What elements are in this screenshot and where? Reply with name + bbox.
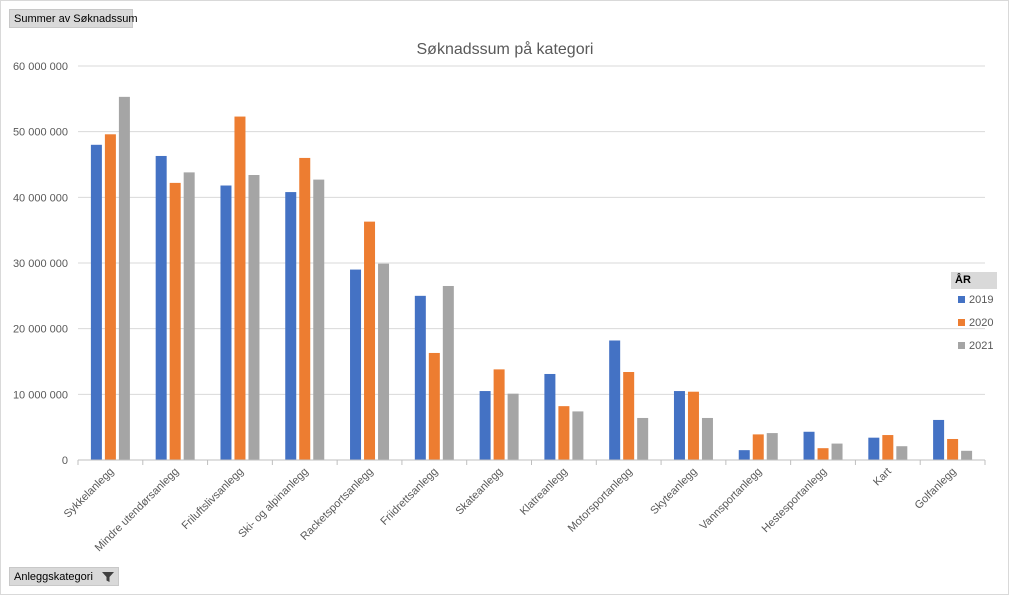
- x-tick-label: Skateanlegg: [453, 466, 505, 518]
- x-tick-label: Friidrettsanlegg: [378, 466, 440, 528]
- bar-2019[interactable]: [544, 373, 556, 460]
- gridlines: [78, 65, 985, 395]
- legend-swatch-2020: [958, 319, 965, 326]
- bar-2021[interactable]: [507, 393, 519, 460]
- y-tick-label: 50 000 000: [13, 127, 68, 139]
- axis-field-label: Anleggskategori: [14, 571, 93, 583]
- bar-2021[interactable]: [183, 172, 195, 460]
- y-tick-label: 0: [62, 455, 68, 467]
- bar-2021[interactable]: [248, 175, 260, 461]
- bar-2020[interactable]: [104, 134, 116, 460]
- bar-2020[interactable]: [234, 116, 246, 461]
- bar-2019[interactable]: [414, 295, 426, 460]
- y-tick-label: 40 000 000: [13, 192, 68, 204]
- x-tick-label: Motorsportanlegg: [566, 466, 635, 535]
- axis-field-button[interactable]: Anleggskategori: [9, 567, 119, 586]
- bar-2019[interactable]: [803, 431, 815, 460]
- x-tick-label: Sykkelanlegg: [62, 466, 117, 521]
- bar-2021[interactable]: [378, 263, 390, 460]
- bar-2021[interactable]: [572, 411, 584, 460]
- bar-2021[interactable]: [896, 446, 908, 460]
- values-field-button[interactable]: Summer av Søknadssum: [9, 9, 137, 28]
- bar-2019[interactable]: [673, 391, 685, 460]
- chart-title: Søknadssum på kategori: [417, 40, 594, 58]
- bar-2020[interactable]: [169, 182, 181, 461]
- legend-label-2020: 2020: [969, 317, 993, 329]
- x-tick-label: Skyteanlegg: [648, 466, 699, 517]
- filter-icon[interactable]: [101, 571, 115, 583]
- bar-2019[interactable]: [609, 340, 621, 460]
- legend-swatch-2021: [958, 342, 965, 349]
- bar-2021[interactable]: [118, 96, 130, 460]
- bar-2020[interactable]: [752, 434, 764, 460]
- y-tick-label: 30 000 000: [13, 258, 68, 270]
- y-axis-ticks: 0 10 000 000 20 000 000 30 000 000 40 000 00…: [13, 61, 68, 467]
- bar-2021[interactable]: [313, 179, 325, 460]
- bar-2020[interactable]: [558, 406, 570, 460]
- x-tick-label: Golfanlegg: [913, 466, 959, 512]
- legend-label-2021: 2021: [969, 340, 993, 352]
- x-tick-label: Vannsportanlegg: [698, 466, 765, 533]
- bar-2019[interactable]: [479, 391, 491, 460]
- legend-swatch-2019: [958, 296, 965, 303]
- x-axis: [77, 459, 986, 465]
- bar-2019[interactable]: [868, 437, 880, 460]
- bar-2021[interactable]: [442, 285, 454, 460]
- x-tick-label: Hestesportanlegg: [760, 466, 829, 535]
- bar-2020[interactable]: [299, 157, 311, 460]
- bar-2021[interactable]: [961, 450, 973, 460]
- values-field-label: Summer av Søknadssum: [14, 13, 138, 25]
- y-tick-label: 10 000 000: [13, 389, 68, 401]
- bar-2020[interactable]: [364, 221, 376, 460]
- bar-2021[interactable]: [637, 417, 649, 460]
- bar-2021[interactable]: [701, 417, 713, 460]
- x-tick-label: Kart: [871, 466, 894, 489]
- y-tick-label: 60 000 000: [13, 61, 68, 73]
- x-tick-label: Racketsportsanlegg: [298, 466, 375, 543]
- x-tick-label: Ski- og alpinanlegg: [236, 466, 311, 541]
- legend-field-label: ÅR: [955, 274, 971, 286]
- bar-2020[interactable]: [882, 435, 894, 460]
- bar-2021[interactable]: [831, 443, 843, 460]
- bar-2020[interactable]: [428, 352, 440, 460]
- bar-2019[interactable]: [350, 269, 362, 460]
- bar-2019[interactable]: [285, 192, 297, 460]
- bar-2019[interactable]: [90, 144, 102, 461]
- bars: [90, 96, 973, 461]
- bar-2019[interactable]: [155, 155, 167, 461]
- legend-label-2019: 2019: [969, 294, 993, 306]
- bar-2020[interactable]: [817, 448, 829, 460]
- bar-2021[interactable]: [766, 433, 778, 460]
- legend-field-button[interactable]: ÅR: [951, 272, 997, 289]
- x-tick-label: Friluftslivsanlegg: [180, 466, 246, 532]
- bar-2019[interactable]: [933, 419, 945, 460]
- legend: 2019 2020 2021: [958, 294, 993, 352]
- bar-2020[interactable]: [623, 372, 635, 460]
- bar-2019[interactable]: [738, 450, 750, 460]
- x-tick-label: Klatreanlegg: [518, 466, 570, 518]
- bar-2020[interactable]: [687, 391, 699, 460]
- bar-2020[interactable]: [493, 369, 505, 460]
- y-tick-label: 20 000 000: [13, 324, 68, 336]
- bar-2020[interactable]: [947, 438, 959, 460]
- bar-2019[interactable]: [220, 185, 232, 460]
